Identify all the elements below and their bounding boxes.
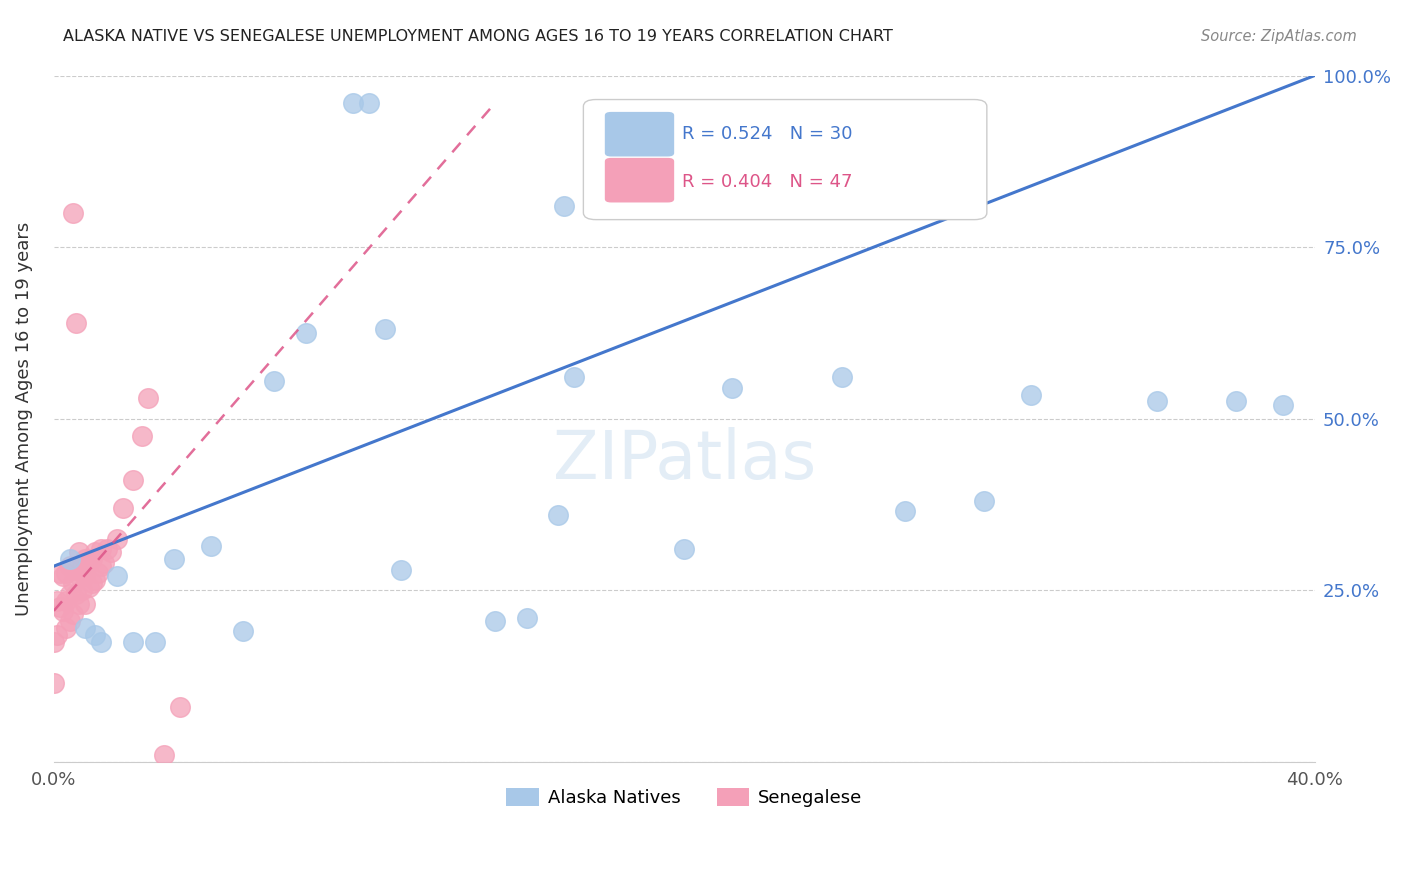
Point <box>162 552 184 566</box>
Point <box>52 604 75 618</box>
Point <box>58 614 80 628</box>
Point <box>58 559 80 574</box>
Legend: Alaska Natives, Senegalese: Alaska Natives, Senegalese <box>499 781 869 814</box>
Point <box>96 542 118 557</box>
Point <box>42 634 65 648</box>
Point <box>1272 398 1295 412</box>
Point <box>295 326 318 340</box>
Point <box>153 747 176 762</box>
Point <box>67 545 90 559</box>
Point <box>70 559 93 574</box>
Point <box>65 587 87 601</box>
Point <box>1146 394 1168 409</box>
Point <box>547 508 569 522</box>
Text: Source: ZipAtlas.com: Source: ZipAtlas.com <box>1201 29 1357 45</box>
Point <box>75 552 97 566</box>
Point <box>70 583 93 598</box>
Point <box>131 429 153 443</box>
Point <box>46 628 69 642</box>
Point <box>562 370 585 384</box>
Point <box>42 676 65 690</box>
Point <box>58 552 80 566</box>
Point <box>100 545 122 559</box>
Y-axis label: Unemployment Among Ages 16 to 19 years: Unemployment Among Ages 16 to 19 years <box>15 221 32 615</box>
Point <box>77 556 100 570</box>
Point <box>87 566 110 580</box>
Text: ALASKA NATIVE VS SENEGALESE UNEMPLOYMENT AMONG AGES 16 TO 19 YEARS CORRELATION C: ALASKA NATIVE VS SENEGALESE UNEMPLOYMENT… <box>63 29 893 45</box>
Point <box>894 504 917 518</box>
Point <box>973 494 995 508</box>
Point <box>516 610 538 624</box>
Point <box>52 569 75 583</box>
Text: ZIPatlas: ZIPatlas <box>553 426 815 492</box>
Point <box>1019 387 1042 401</box>
Point <box>58 587 80 601</box>
Point <box>720 381 742 395</box>
Point <box>67 569 90 583</box>
Point <box>169 699 191 714</box>
Point <box>484 614 506 628</box>
Point <box>55 593 77 607</box>
Point <box>232 624 254 639</box>
Point <box>83 573 105 587</box>
Point <box>389 563 412 577</box>
Point <box>75 569 97 583</box>
Point <box>200 539 222 553</box>
Point <box>62 576 84 591</box>
Point <box>83 545 105 559</box>
Point <box>374 322 396 336</box>
Point <box>62 607 84 622</box>
Point <box>143 634 166 648</box>
Point <box>673 542 696 557</box>
Point <box>90 542 112 557</box>
Point <box>121 474 143 488</box>
Point <box>75 621 97 635</box>
Point <box>65 563 87 577</box>
Point <box>55 621 77 635</box>
Point <box>342 95 364 110</box>
Point <box>357 95 380 110</box>
Point <box>105 569 128 583</box>
Point <box>121 634 143 648</box>
Point <box>49 566 72 580</box>
Point <box>80 552 103 566</box>
Point <box>553 199 575 213</box>
Point <box>263 374 285 388</box>
Point <box>62 206 84 220</box>
Point <box>49 600 72 615</box>
FancyBboxPatch shape <box>583 100 987 219</box>
Point <box>90 634 112 648</box>
Point <box>90 559 112 574</box>
Point <box>831 370 853 384</box>
Point <box>105 532 128 546</box>
Point <box>93 556 115 570</box>
FancyBboxPatch shape <box>605 112 673 156</box>
Point <box>55 566 77 580</box>
Point <box>46 593 69 607</box>
Point <box>80 576 103 591</box>
FancyBboxPatch shape <box>605 158 673 202</box>
Point <box>67 597 90 611</box>
Point <box>83 628 105 642</box>
Point <box>1225 394 1247 409</box>
Point <box>75 597 97 611</box>
Point <box>65 316 87 330</box>
Point <box>77 580 100 594</box>
Text: R = 0.404   N = 47: R = 0.404 N = 47 <box>682 173 852 191</box>
Point <box>138 391 160 405</box>
Text: R = 0.524   N = 30: R = 0.524 N = 30 <box>682 125 852 143</box>
Point <box>112 500 135 515</box>
